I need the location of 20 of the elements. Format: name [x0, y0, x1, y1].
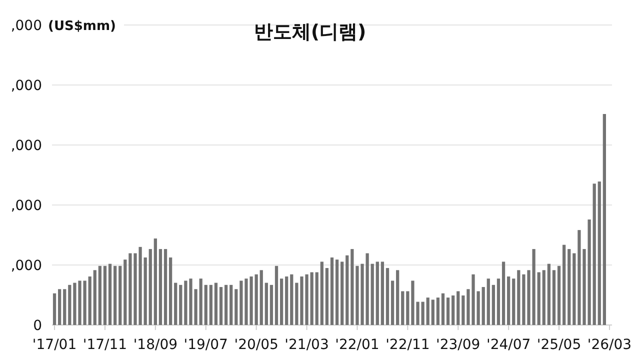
x-tick-label: '24/07 [486, 337, 531, 353]
chart-title: 반도체(디램) [254, 21, 366, 43]
text: ,000 [10, 138, 42, 154]
text: ,000 [10, 198, 42, 214]
x-tick-label: '22/01 [335, 337, 380, 353]
x-tick-label: '21/03 [284, 337, 329, 353]
text: ,000 [10, 258, 42, 274]
text: ,000 [10, 78, 42, 94]
x-tick-label: '17/01 [32, 337, 77, 353]
text: (US$mm) [48, 19, 116, 34]
text: ,000 [10, 18, 42, 34]
x-tick-label: '22/11 [386, 337, 430, 353]
x-tick-label: '19/07 [184, 337, 228, 353]
x-tick-label: '18/09 [133, 337, 178, 353]
x-tick-label: '17/11 [82, 337, 128, 353]
x-tick-label: '25/05 [536, 337, 582, 353]
x-tick-label: '26/03 [587, 337, 632, 353]
x-tick-label: '20/05 [234, 337, 278, 353]
text: 0 [33, 318, 42, 334]
x-tick-label: '23/09 [436, 337, 480, 353]
